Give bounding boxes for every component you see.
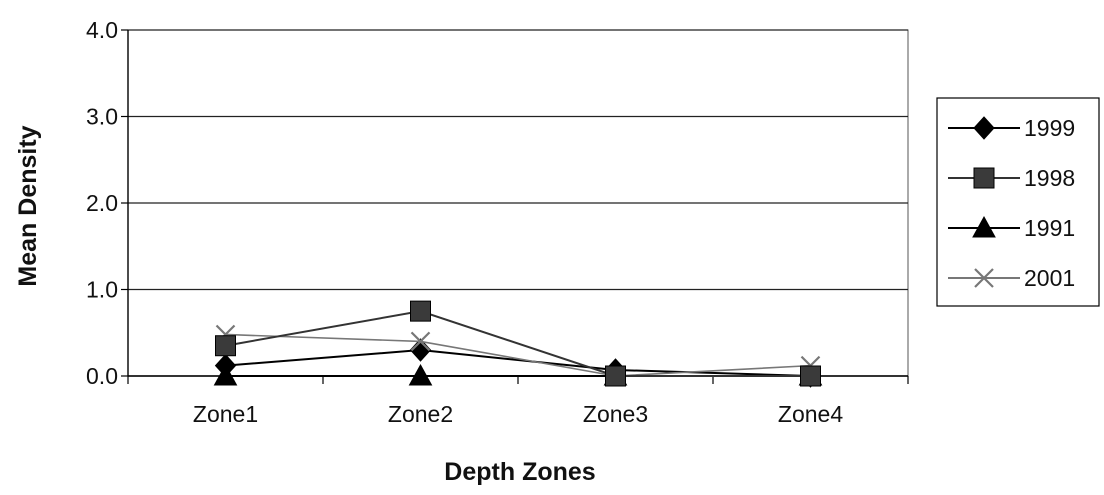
series-line-2001 [225,333,811,377]
legend-box [936,97,1100,307]
legend: 1999 1998 1991 2001 [936,97,1100,307]
y-tick-label: 2.0 [86,190,118,216]
legend-item-1991: 1991 [948,215,1075,241]
y-tick-label: 0.0 [86,363,118,389]
legend-marker [973,116,995,140]
legend-label: 1998 [1024,165,1075,191]
data-point-1999 [214,353,237,378]
y-tick-label: 1.0 [86,277,118,303]
data-point-2001 [410,331,431,352]
legend-label: 1991 [1024,215,1075,241]
grid-layer [127,29,909,377]
series-layer [213,300,823,388]
data-point-1999 [409,338,432,362]
legend-item-1999: 1999 [948,115,1075,141]
data-point-1998 [410,300,431,322]
marker-stroke [410,331,431,352]
legend-item-2001: 2001 [948,265,1075,291]
data-point-1998 [800,365,821,387]
data-point-1998 [605,365,626,387]
legend-item-1998: 1998 [948,165,1075,191]
y-tick-label: 3.0 [86,104,118,130]
series-line-1998 [225,310,811,377]
legend-label: 1999 [1024,115,1075,141]
legend-marker [974,268,994,288]
x-tick-label: Zone4 [778,401,843,427]
y-tick-label: 4.0 [86,17,118,43]
x-tick-label: Zone3 [583,401,648,427]
x-tick-label: Zone1 [193,401,258,427]
data-point-1991 [408,363,433,386]
data-point-1998 [215,335,236,357]
y-axis-title: Mean Density [14,125,42,286]
marker-stroke [974,268,994,288]
axes-layer: 0.0 1.0 2.0 3.0 4.0 Zone1 Zone2 Zone3 Zone4 [86,17,909,427]
x-tick-label: Zone2 [388,401,453,427]
legend-marker [972,215,996,238]
series-1998 [215,300,821,387]
series-line-1999 [225,349,811,377]
legend-marker [973,167,995,189]
x-axis-title: Depth Zones [444,458,595,486]
legend-label: 2001 [1024,265,1075,291]
